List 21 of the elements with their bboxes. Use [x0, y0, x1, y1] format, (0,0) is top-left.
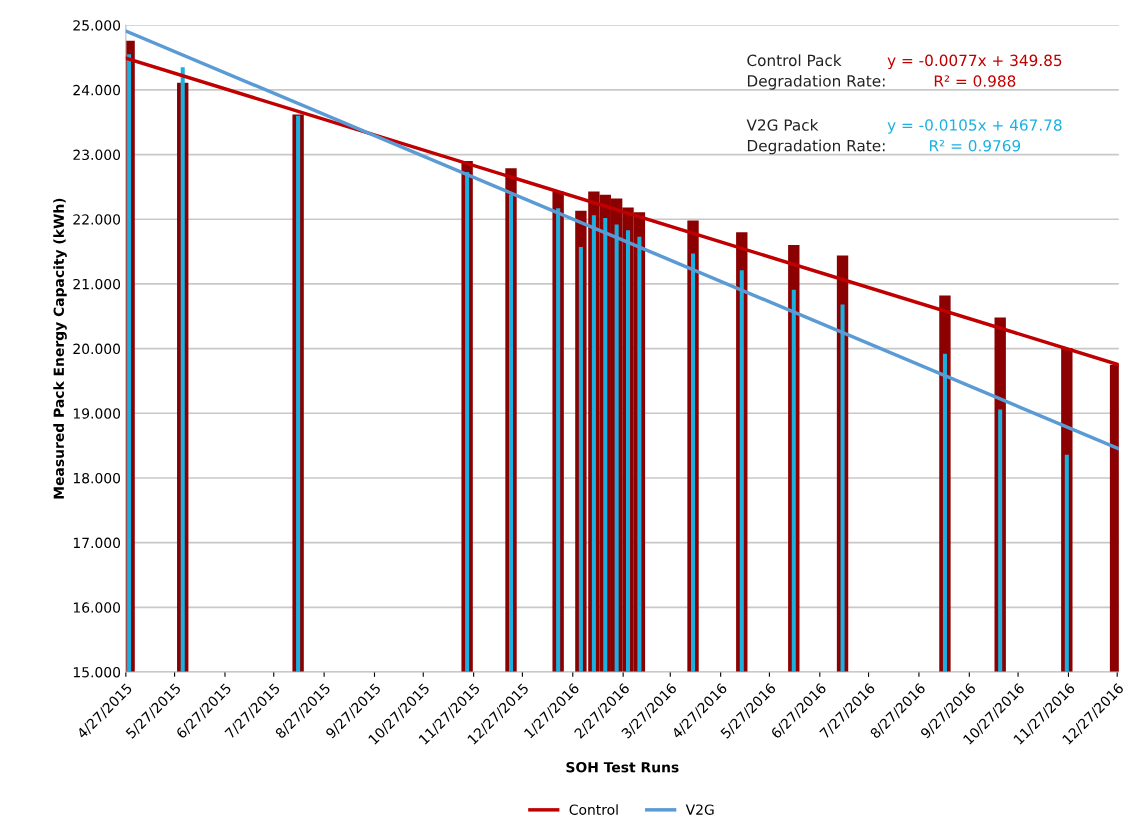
y-axis-title: Measured Pack Energy Capacity (kWh) [53, 198, 67, 499]
y-tick-label: 20.000 [73, 343, 121, 355]
y-tick-label: 25.000 [73, 20, 121, 31]
y-tick-label: 15.000 [73, 666, 121, 678]
legend-label: V2G [685, 804, 714, 815]
y-tick-label: 24.000 [73, 84, 121, 96]
annotation: y = -0.0105x + 467.78 [887, 119, 1062, 134]
annotation: y = -0.0077x + 349.85 [887, 54, 1062, 70]
y-tick-label: 17.000 [73, 537, 121, 549]
annotation: Control Pack Degradation Rate: [747, 54, 885, 90]
legend-label: Control [569, 804, 618, 815]
annotation: R² = 0.988 [934, 75, 1016, 87]
x-axis-title: SOH Test Runs [566, 761, 679, 773]
y-tick-label: 18.000 [73, 472, 121, 484]
y-tick-label: 16.000 [73, 602, 121, 613]
annotation: R² = 0.9769 [929, 139, 1021, 152]
y-tick-label: 23.000 [73, 149, 121, 161]
y-tick-label: 22.000 [73, 214, 121, 225]
y-tick-label: 19.000 [73, 408, 121, 419]
annotation: V2G Pack Degradation Rate: [746, 118, 885, 155]
y-tick-label: 21.000 [73, 278, 121, 290]
